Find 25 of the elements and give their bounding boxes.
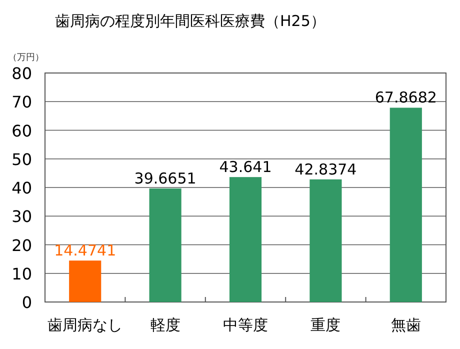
bar <box>69 260 102 302</box>
data-label: 14.4741 <box>54 242 116 260</box>
y-axis-title: （万円） <box>8 53 44 63</box>
y-tick-label: 50 <box>12 150 32 169</box>
y-tick-label: 80 <box>12 64 32 83</box>
bar <box>310 179 342 302</box>
bar <box>229 177 262 302</box>
y-tick-label: 70 <box>12 92 32 112</box>
x-tick-label: 軽度 <box>150 316 180 334</box>
x-tick-label: 中等度 <box>223 316 268 334</box>
x-tick-label: 無歯 <box>390 316 421 334</box>
data-label: 39.6651 <box>134 169 196 188</box>
y-tick-label: 60 <box>12 121 32 140</box>
y-tick-label: 40 <box>12 178 32 198</box>
y-tick-label: 30 <box>12 207 32 226</box>
chart-title: 歯周病の程度別年間医科医療費（H25） <box>55 12 326 30</box>
x-tick-label: 歯周病なし <box>48 316 123 334</box>
y-tick-label: 0 <box>22 293 32 312</box>
bar <box>149 188 182 302</box>
data-label: 42.8374 <box>294 160 357 178</box>
bar <box>390 108 422 302</box>
y-tick-label: 20 <box>12 236 32 255</box>
y-tick-label: 10 <box>12 264 32 284</box>
data-label: 43.641 <box>219 158 272 176</box>
x-tick-label: 重度 <box>310 316 341 334</box>
